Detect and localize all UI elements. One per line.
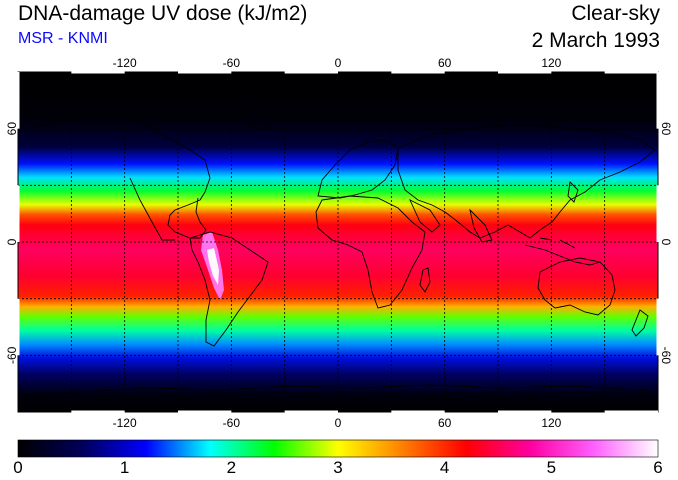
colorbar: [17, 439, 659, 458]
colorbar-tick-label: 0: [13, 458, 23, 477]
graticule: [18, 72, 658, 412]
longitude-tick-label: 120: [541, 56, 561, 70]
sky-condition: Clear-sky: [571, 2, 660, 25]
longitude-labels-bottom: -120 -60 0 60 120: [113, 416, 562, 430]
colorbar-tick-label: 5: [546, 458, 557, 477]
longitude-tick-label: -120: [113, 416, 137, 430]
source-label: MSR - KNMI: [18, 30, 108, 47]
latitude-tick-label: 60: [659, 122, 673, 136]
latitude-tick-label: -60: [659, 347, 673, 365]
map-date: 2 March 1993: [531, 29, 660, 52]
colorbar-tick-label: 1: [119, 458, 130, 477]
latitude-labels-right: 60 0 -60: [659, 122, 673, 364]
longitude-tick-label: 120: [541, 416, 561, 430]
longitude-labels-top: -120 -60 0 60 120: [113, 56, 562, 70]
frame-ticks: [16, 70, 660, 414]
latitude-tick-label: 60: [5, 122, 19, 136]
map-title: DNA-damage UV dose (kJ/m2): [18, 2, 308, 25]
longitude-tick-label: 0: [335, 416, 342, 430]
longitude-tick-label: -60: [223, 56, 241, 70]
andes-peak: [207, 248, 219, 285]
colorbar-tick-label: 2: [226, 458, 237, 477]
colorbar-tick-label: 4: [439, 458, 450, 477]
longitude-tick-label: 60: [438, 56, 452, 70]
longitude-tick-label: -60: [223, 416, 241, 430]
longitude-tick-label: 0: [335, 56, 342, 70]
colorbar-tick-label: 6: [653, 458, 663, 477]
latitude-tick-label: -60: [5, 346, 19, 364]
latitude-tick-label: 0: [659, 239, 673, 246]
longitude-tick-label: 60: [438, 416, 452, 430]
longitude-tick-label: -120: [113, 56, 137, 70]
latitude-tick-label: 0: [5, 238, 19, 245]
colorbar-tick-label: 3: [333, 458, 343, 477]
coastlines: [18, 87, 658, 396]
latitude-labels-left: 60 0 -60: [5, 122, 19, 364]
